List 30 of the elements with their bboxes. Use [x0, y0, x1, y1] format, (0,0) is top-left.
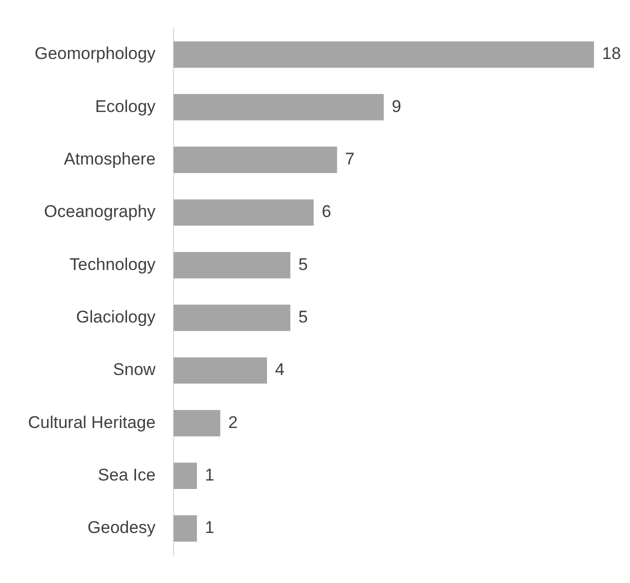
bar: [174, 146, 338, 174]
bar: [174, 94, 384, 120]
bar: [174, 462, 197, 489]
y-tick-label: Oceanography: [44, 202, 156, 222]
y-tick-label: Cultural Heritage: [28, 412, 156, 432]
y-tick-label: Ecology: [95, 96, 156, 116]
data-label: 9: [392, 96, 402, 116]
bar: [174, 515, 197, 542]
y-tick-label: Atmosphere: [64, 150, 156, 169]
data-label: 1: [204, 465, 214, 484]
data-label: 5: [298, 254, 308, 274]
bar: [174, 410, 220, 436]
bar: [174, 304, 290, 331]
data-label: 7: [345, 150, 355, 169]
bar: [174, 357, 267, 384]
y-tick-label: Sea Ice: [98, 465, 156, 484]
bar: [174, 41, 594, 68]
data-label: 2: [228, 412, 238, 432]
y-tick-label: Geomorphology: [34, 44, 156, 64]
bar: [174, 252, 290, 278]
data-label: 6: [322, 202, 332, 222]
data-label: 4: [274, 360, 284, 380]
y-tick-label: Geodesy: [88, 518, 156, 538]
y-tick-label: Technology: [70, 254, 156, 274]
bar: [174, 199, 314, 226]
data-label: 5: [298, 308, 308, 327]
y-tick-label: Glaciology: [76, 308, 156, 327]
data-label: 1: [204, 518, 214, 538]
data-label: 18: [602, 44, 621, 64]
y-tick-label: Snow: [113, 360, 156, 380]
